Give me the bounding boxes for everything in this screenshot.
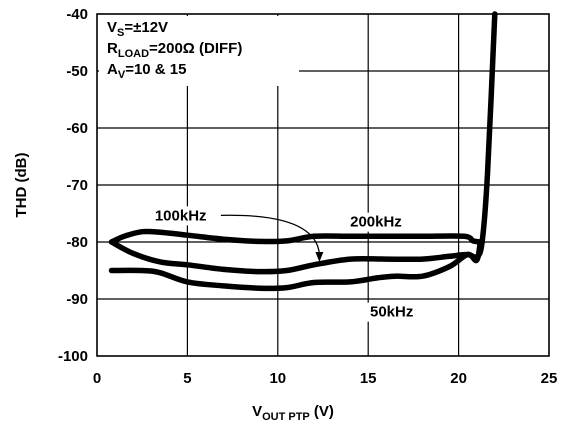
condition-load: RLOAD=200Ω (DIFF) [107, 40, 242, 60]
y-tick-label: -100 [58, 348, 88, 365]
x-tick-label: 15 [360, 370, 377, 387]
y-tick-label: -80 [66, 234, 88, 251]
tick-labels: 0 5 10 15 20 25 -40 -50 -60 -70 -80 -90 -100 [58, 6, 557, 387]
x-axis-label: VOUT PTP (V) [252, 403, 334, 423]
series-line-50khz [108, 239, 484, 292]
conditions-background [99, 16, 299, 86]
conditions-box: VS=±12V RLOAD=200Ω (DIFF) AV=10 & 15 [99, 16, 299, 86]
series-label-100khz: 100kHz [155, 207, 207, 224]
label-arrowhead [315, 251, 324, 262]
label-50khz-background [366, 302, 433, 322]
label-100khz-background [150, 206, 217, 226]
curve-layer [108, 11, 498, 292]
label-200khz-background [346, 212, 413, 232]
x-tick-label: 20 [450, 370, 467, 387]
label-arrow [220, 214, 321, 255]
series-label-200khz: 200kHz [350, 214, 402, 231]
y-tick-label: -90 [66, 291, 88, 308]
condition-supply-voltage: VS=±12V [107, 19, 168, 39]
series-line-100khz [108, 228, 484, 245]
y-tick-label: -50 [66, 63, 88, 80]
y-tick-label: -60 [66, 120, 88, 137]
x-tick-label: 25 [541, 370, 558, 387]
y-axis-label: THD (dB) [13, 153, 30, 218]
series-label-50khz: 50kHz [370, 304, 413, 321]
x-tick-label: 5 [183, 370, 191, 387]
x-tick-label: 0 [93, 370, 101, 387]
plot-frame [96, 13, 550, 357]
x-tick-label: 10 [269, 370, 286, 387]
y-tick-label: -70 [66, 177, 88, 194]
y-tick-label: -40 [66, 6, 88, 23]
condition-gain: AV=10 & 15 [107, 61, 186, 81]
